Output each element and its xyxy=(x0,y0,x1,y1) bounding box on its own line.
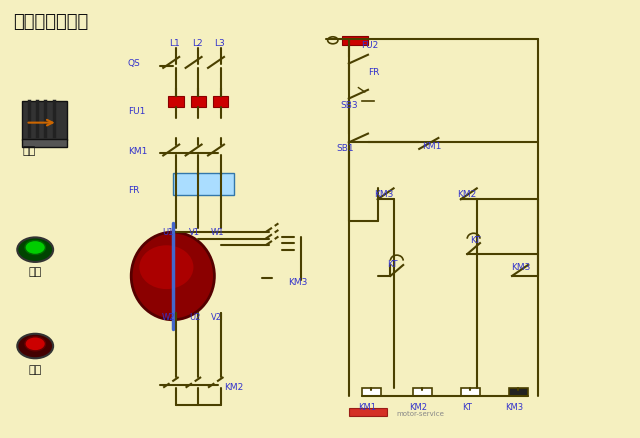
Bar xyxy=(509,388,528,396)
Text: W1: W1 xyxy=(211,228,225,237)
Text: motor-service: motor-service xyxy=(397,411,445,417)
Bar xyxy=(461,388,480,396)
Bar xyxy=(22,101,67,140)
Text: SB3: SB3 xyxy=(340,101,358,110)
Text: L3: L3 xyxy=(214,39,225,48)
Text: KT: KT xyxy=(387,261,397,269)
Circle shape xyxy=(25,337,45,351)
Text: V2: V2 xyxy=(211,313,222,322)
Text: U1: U1 xyxy=(162,228,173,237)
Bar xyxy=(168,96,184,107)
Ellipse shape xyxy=(140,245,193,289)
Text: U2: U2 xyxy=(189,313,200,322)
Circle shape xyxy=(17,237,53,262)
Text: KM3: KM3 xyxy=(506,403,524,412)
Text: L1: L1 xyxy=(170,39,180,48)
Text: FR: FR xyxy=(128,186,140,195)
Text: V1: V1 xyxy=(189,228,200,237)
Bar xyxy=(362,388,381,396)
Text: KM2: KM2 xyxy=(458,191,477,199)
Text: KT: KT xyxy=(470,237,481,245)
Bar xyxy=(191,96,206,107)
Text: KM1: KM1 xyxy=(128,147,147,155)
Text: KM1: KM1 xyxy=(358,403,376,412)
Text: 停止: 停止 xyxy=(29,365,42,375)
Text: KM1: KM1 xyxy=(422,142,442,151)
Text: KM3: KM3 xyxy=(511,263,530,272)
Bar xyxy=(342,36,368,45)
Text: SB1: SB1 xyxy=(336,145,354,153)
Text: KT: KT xyxy=(462,403,472,412)
Bar xyxy=(349,408,387,416)
Text: KM3: KM3 xyxy=(288,278,307,287)
Bar xyxy=(22,139,67,147)
Text: L2: L2 xyxy=(192,39,203,48)
Text: QS: QS xyxy=(128,59,141,68)
Bar xyxy=(213,96,228,107)
Text: 启动: 启动 xyxy=(29,267,42,276)
Text: KM2: KM2 xyxy=(224,383,243,392)
Text: KM2: KM2 xyxy=(410,403,428,412)
Bar xyxy=(413,388,432,396)
Text: KM3: KM3 xyxy=(374,191,394,199)
Text: FU2: FU2 xyxy=(362,42,379,50)
Circle shape xyxy=(17,334,53,358)
Text: FU1: FU1 xyxy=(128,107,145,116)
Circle shape xyxy=(25,240,45,254)
Text: 星三角降压启动: 星三角降压启动 xyxy=(13,13,88,31)
Text: 电源: 电源 xyxy=(22,146,35,156)
Text: W2: W2 xyxy=(162,313,175,322)
Ellipse shape xyxy=(131,232,214,320)
Bar xyxy=(173,173,234,195)
Text: FR: FR xyxy=(368,68,380,77)
